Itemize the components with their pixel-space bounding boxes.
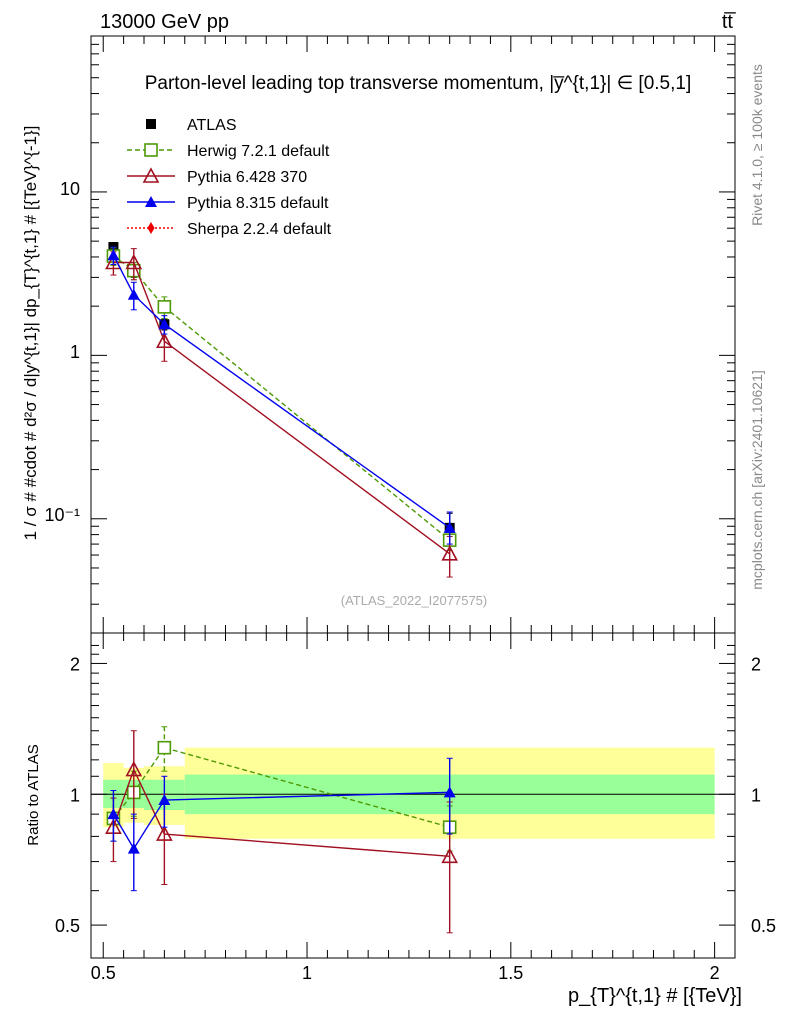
data-point (443, 521, 456, 533)
series-line (113, 261, 451, 555)
series-pythia-6-428-370 (105, 248, 459, 578)
series-atlas (108, 242, 455, 542)
data-point (156, 825, 173, 841)
legend-label: ATLAS (187, 117, 237, 134)
mcplots-label: mcplots.cern.ch [arXiv:2401.10621] (749, 370, 765, 589)
rivet-version-label: Rivet 4.1.0, ≥ 100k events (749, 64, 765, 226)
main-title: Parton-level leading top transverse mome… (145, 73, 692, 94)
series-line (112, 791, 450, 850)
series-line (112, 767, 450, 857)
ratio-series (105, 726, 459, 934)
ratio-y-tick-label-right: 1 (751, 785, 761, 805)
series-line (112, 254, 451, 529)
data-point (443, 786, 456, 798)
ratio-y-tick-label-right: 2 (751, 654, 761, 674)
data-point (145, 196, 157, 207)
data-point (441, 847, 459, 864)
ratio-y-axis-label: Ratio to ATLAS (25, 744, 42, 845)
header-final-state: tt̅ (722, 11, 736, 33)
main-ticks (91, 35, 735, 634)
legend: ATLAS Herwig 7.2.1 default Pythia 6.428 37… (127, 117, 332, 238)
data-point (125, 253, 143, 270)
x-tick-label: 1.5 (498, 963, 523, 983)
analysis-watermark: (ATLAS_2022_I2077575) (341, 593, 487, 608)
x-tick-label: 1 (302, 963, 312, 983)
data-point (158, 318, 171, 330)
data-point (156, 332, 173, 349)
x-axis-label: p_{T}^{t,1} # [{TeV}] (568, 985, 742, 1007)
series-pythia-8-315-default (107, 757, 456, 892)
main-series (105, 242, 459, 578)
data-point (144, 143, 158, 157)
data-point (157, 300, 172, 314)
ratio-ticks: 0.5 0.5 1 1 2 2 0.5 1 1.5 2 (55, 633, 776, 983)
series-pythia-8-315-default (107, 246, 456, 545)
ratio-frame (90, 632, 736, 959)
data-point (158, 794, 171, 806)
data-point (107, 249, 120, 261)
data-point (147, 222, 155, 234)
series-herwig-7-2-1-default (106, 247, 457, 551)
ratio-y-tick-label-right: 0.5 (751, 916, 776, 936)
y-tick-label-0-1: 10⁻¹ (44, 505, 80, 525)
ratio-y-tick-label: 1 (70, 785, 80, 805)
data-point (125, 760, 143, 777)
ratio-y-tick-label: 0.5 (55, 916, 80, 936)
y-tick-label-1: 1 (70, 342, 80, 362)
legend-label: Pythia 8.315 default (187, 195, 329, 212)
data-point (127, 288, 140, 300)
x-tick-label: 0.5 (91, 963, 116, 983)
data-point (146, 119, 156, 129)
data-point (157, 740, 172, 755)
data-point (441, 545, 459, 561)
series-line (112, 746, 450, 828)
ratio-y-tick-label: 2 (70, 654, 80, 674)
data-point (107, 808, 120, 820)
data-point (127, 842, 140, 854)
legend-label: Sherpa 2.2.4 default (187, 221, 332, 238)
ratio-panel: 0.5 0.5 1 1 2 2 0.5 1 1.5 2 Ratio to ATLAS p_{T}^… (25, 632, 776, 1007)
series-line (113, 255, 451, 541)
x-tick-label: 2 (710, 963, 720, 983)
main-y-axis-label: 1 / σ # #cdot # d²σ / d|y^{t,1}| dp_{T}^… (21, 126, 40, 541)
data-point (142, 167, 160, 183)
legend-label: Pythia 6.428 370 (187, 169, 307, 186)
y-tick-label-10: 10 (60, 179, 80, 199)
header-process: 13000 GeV pp (100, 11, 229, 33)
main-panel: Parton-level leading top transverse mome… (21, 35, 736, 634)
legend-label: Herwig 7.2.1 default (187, 143, 330, 160)
